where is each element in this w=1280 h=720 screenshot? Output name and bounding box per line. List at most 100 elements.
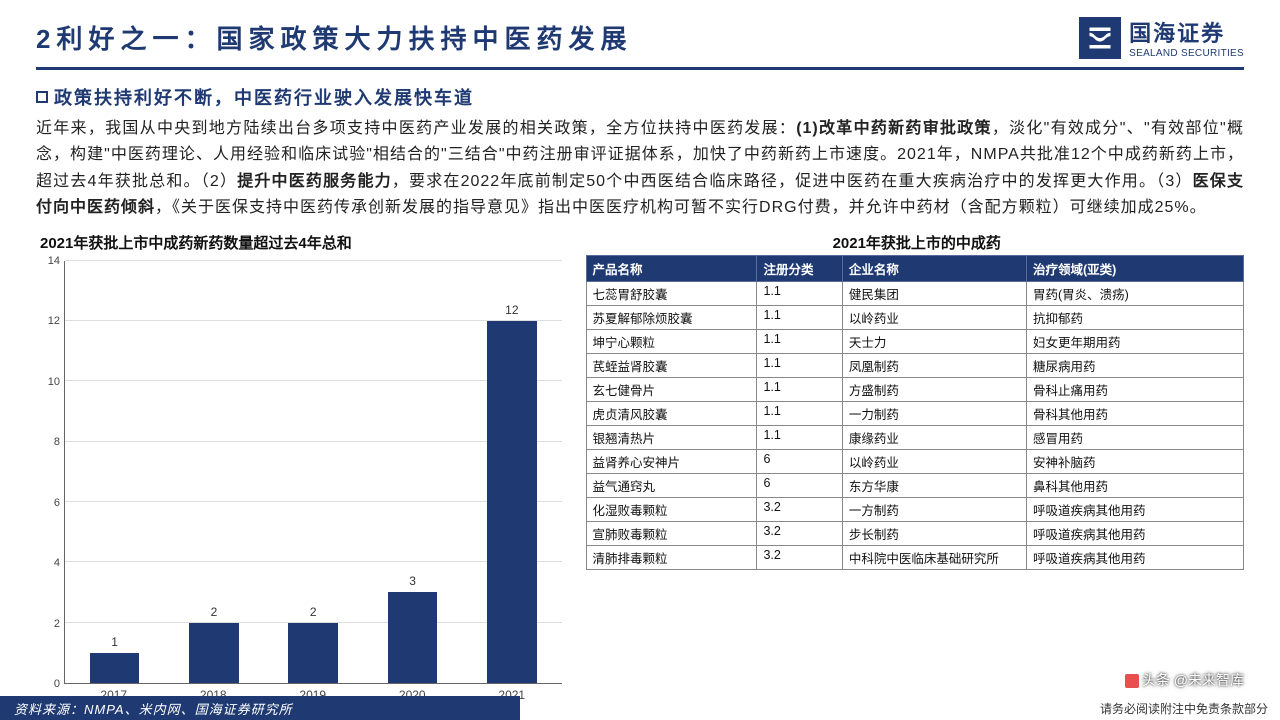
table-cell: 6 [757,473,842,497]
table-cell: 以岭药业 [842,305,1026,329]
logo-icon [1079,17,1121,59]
table-row: 银翘清热片1.1康缘药业感冒用药 [586,425,1243,449]
chart-bar: 1 [90,653,140,683]
table-row: 虎贞清风胶囊1.1一力制药骨科其他用药 [586,401,1243,425]
table-cell: 3.2 [757,521,842,545]
y-tick: 10 [48,376,60,388]
table-cell: 玄七健骨片 [586,377,757,401]
table-cell: 康缘药业 [842,425,1026,449]
bar-value-label: 1 [90,635,140,649]
body-paragraph: 近年来，我国从中央到地方陆续出台多项支持中医药产业发展的相关政策，全方位扶持中医… [36,116,1244,222]
bar-value-label: 2 [288,605,338,619]
table-cell: 1.1 [757,353,842,377]
table-row: 清肺排毒颗粒3.2中科院中医临床基础研究所呼吸道疾病其他用药 [586,545,1243,569]
bar-value-label: 2 [189,605,239,619]
table-cell: 健民集团 [842,281,1026,305]
table-row: 化湿败毒颗粒3.2一方制药呼吸道疾病其他用药 [586,497,1243,521]
y-tick: 6 [54,497,60,509]
table-row: 益气通窍丸6东方华康鼻科其他用药 [586,473,1243,497]
table-cell: 安神补脑药 [1027,449,1244,473]
table-cell: 益肾养心安神片 [586,449,757,473]
table-cell: 感冒用药 [1027,425,1244,449]
y-tick: 8 [54,436,60,448]
table-cell: 抗抑郁药 [1027,305,1244,329]
table-row: 苏夏解郁除烦胶囊1.1以岭药业抗抑郁药 [586,305,1243,329]
watermark-icon [1125,674,1139,688]
footer: 资料来源：NMPA、米内网、国海证券研究所 请务必阅读附注中免责条款部分 [0,696,1280,720]
table-cell: 化湿败毒颗粒 [586,497,757,521]
table-cell: 1.1 [757,329,842,353]
chart-title: 2021年获批上市中成药新药数量超过去4年总和 [40,232,568,253]
watermark: 头条 @未来智库 [1125,670,1244,690]
chart-bar: 12 [487,321,537,683]
table-cell: 银翘清热片 [586,425,757,449]
table-cell: 6 [757,449,842,473]
bar-value-label: 12 [487,303,537,317]
table-cell: 1.1 [757,425,842,449]
table-cell: 虎贞清风胶囊 [586,401,757,425]
table-row: 芪蛭益肾胶囊1.1凤凰制药糖尿病用药 [586,353,1243,377]
table-cell: 骨科其他用药 [1027,401,1244,425]
table-cell: 1.1 [757,401,842,425]
table-row: 宣肺败毒颗粒3.2步长制药呼吸道疾病其他用药 [586,521,1243,545]
chart-bar: 2 [189,623,239,683]
table-cell: 坤宁心颗粒 [586,329,757,353]
footer-disclaimer: 请务必阅读附注中免责条款部分 [1100,700,1268,717]
bar-chart: 02468101214 122312 20172018201920202021 [36,255,568,712]
y-tick: 14 [48,255,60,267]
table-cell: 方盛制药 [842,377,1026,401]
footer-source: 资料来源：NMPA、米内网、国海证券研究所 [0,696,520,720]
table-row: 七蕊胃舒胶囊1.1健民集团胃药(胃炎、溃疡) [586,281,1243,305]
logo-text-cn: 国海证券 [1129,16,1244,48]
table-row: 益肾养心安神片6以岭药业安神补脑药 [586,449,1243,473]
table-header-cell: 治疗领域(亚类) [1027,255,1244,281]
drug-table: 产品名称注册分类企业名称治疗领域(亚类)七蕊胃舒胶囊1.1健民集团胃药(胃炎、溃… [586,255,1244,570]
table-cell: 鼻科其他用药 [1027,473,1244,497]
square-bullet-icon [36,91,48,103]
table-cell: 中科院中医临床基础研究所 [842,545,1026,569]
y-tick: 2 [54,618,60,630]
table-cell: 糖尿病用药 [1027,353,1244,377]
y-tick: 0 [54,678,60,690]
title-divider [36,67,1244,70]
table-cell: 苏夏解郁除烦胶囊 [586,305,757,329]
y-tick: 4 [54,557,60,569]
table-cell: 芪蛭益肾胶囊 [586,353,757,377]
table-header-cell: 注册分类 [757,255,842,281]
table-cell: 清肺排毒颗粒 [586,545,757,569]
page-title: 2利好之一：国家政策大力扶持中医药发展 [36,19,632,56]
table-cell: 七蕊胃舒胶囊 [586,281,757,305]
table-cell: 呼吸道疾病其他用药 [1027,521,1244,545]
table-cell: 一力制药 [842,401,1026,425]
table-cell: 1.1 [757,305,842,329]
table-cell: 宣肺败毒颗粒 [586,521,757,545]
bar-value-label: 3 [388,574,438,588]
logo-text-en: SEALAND SECURITIES [1129,48,1244,59]
table-cell: 一方制药 [842,497,1026,521]
chart-bar: 3 [388,592,438,683]
y-tick: 12 [48,315,60,327]
table-row: 玄七健骨片1.1方盛制药骨科止痛用药 [586,377,1243,401]
table-cell: 3.2 [757,545,842,569]
table-cell: 东方华康 [842,473,1026,497]
table-cell: 妇女更年期用药 [1027,329,1244,353]
table-cell: 1.1 [757,377,842,401]
section-bullet: 政策扶持利好不断，中医药行业驶入发展快车道 [36,84,1244,110]
table-cell: 3.2 [757,497,842,521]
table-cell: 呼吸道疾病其他用药 [1027,545,1244,569]
table-cell: 胃药(胃炎、溃疡) [1027,281,1244,305]
table-cell: 呼吸道疾病其他用药 [1027,497,1244,521]
table-cell: 步长制药 [842,521,1026,545]
table-cell: 骨科止痛用药 [1027,377,1244,401]
table-cell: 天士力 [842,329,1026,353]
title-bar: 2利好之一：国家政策大力扶持中医药发展 国海证券 SEALAND SECURIT… [36,16,1244,63]
table-header-cell: 产品名称 [586,255,757,281]
table-title: 2021年获批上市的中成药 [590,232,1244,253]
table-header-cell: 企业名称 [842,255,1026,281]
table-row: 坤宁心颗粒1.1天士力妇女更年期用药 [586,329,1243,353]
table-cell: 1.1 [757,281,842,305]
company-logo: 国海证券 SEALAND SECURITIES [1079,16,1244,59]
watermark-text: 头条 @未来智库 [1142,672,1244,688]
chart-bar: 2 [288,623,338,683]
table-cell: 凤凰制药 [842,353,1026,377]
